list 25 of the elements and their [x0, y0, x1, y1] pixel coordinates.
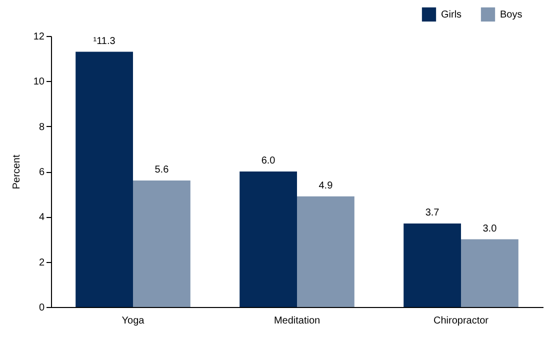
x-tick-label: Meditation — [274, 316, 320, 326]
bar — [461, 239, 518, 307]
data-label: 4.9 — [318, 180, 334, 192]
data-label: 6.0 — [261, 156, 276, 166]
y-tick-label: 6 — [38, 167, 45, 178]
bar — [240, 172, 297, 307]
y-tick-label: 0 — [38, 302, 45, 314]
y-tick-label: 8 — [38, 122, 45, 133]
data-label: 3.7 — [425, 207, 440, 218]
bar — [76, 52, 133, 307]
y-tick-label: 12 — [33, 32, 45, 42]
x-tick-label: Chiropractor — [433, 316, 490, 326]
bar — [133, 180, 190, 307]
data-label: 5.6 — [154, 164, 170, 176]
data-label: ¹11.3 — [93, 36, 116, 47]
y-axis-title: Percent — [11, 154, 22, 190]
bar — [404, 223, 461, 307]
y-tick-label: 10 — [33, 76, 45, 88]
x-tick-label: Yoga — [122, 316, 145, 326]
legend-label: Boys — [500, 9, 522, 20]
data-label: 3.0 — [482, 223, 498, 234]
y-tick-label: 2 — [38, 257, 45, 268]
legend-label: Girls — [441, 9, 462, 20]
y-tick-label: 4 — [38, 212, 45, 224]
bar — [297, 196, 354, 307]
